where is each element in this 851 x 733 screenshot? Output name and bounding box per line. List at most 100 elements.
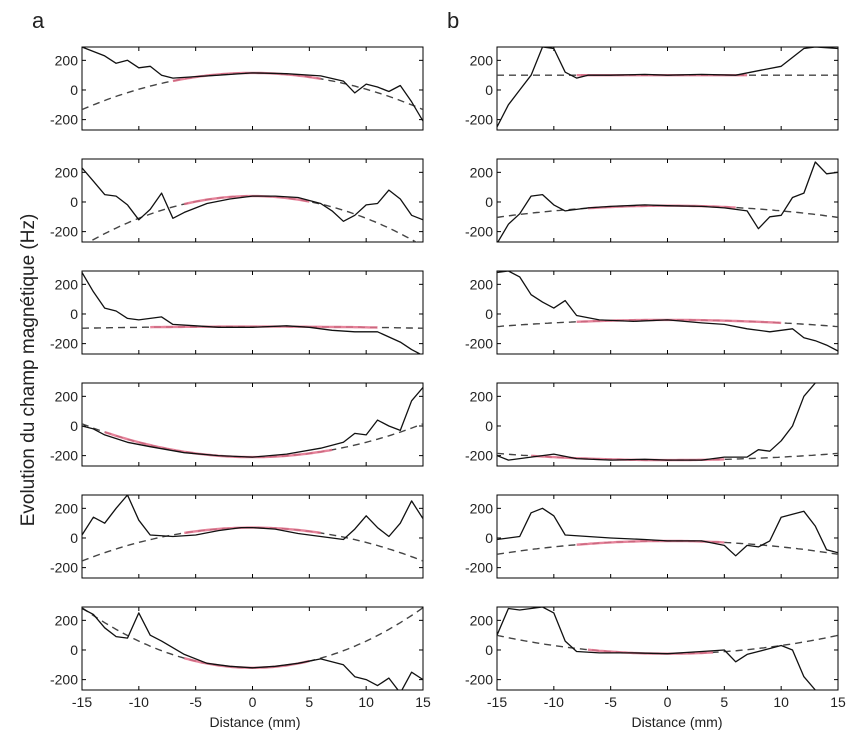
panel-a-6-ytick-label: 0 bbox=[70, 642, 78, 658]
panel-b-5-frame bbox=[496, 494, 839, 579]
panel-a-6-ytick-label: -200 bbox=[50, 672, 78, 688]
panel-b-6-xtick-label: -5 bbox=[604, 694, 617, 710]
panel-a-4: -200 0 200 bbox=[50, 382, 424, 467]
panel-a-1-measured-line bbox=[82, 47, 423, 122]
panel-a-4-measured-line bbox=[82, 386, 423, 458]
panel-a-2-plot-area bbox=[82, 167, 423, 242]
panel-b-6-xtick-label: 0 bbox=[664, 694, 672, 710]
panel-b-5-measured-line bbox=[497, 507, 838, 557]
panel-label-a: a bbox=[32, 8, 45, 33]
panel-b-6-frame bbox=[496, 606, 839, 691]
panel-b-6-xtick-label: 5 bbox=[720, 694, 728, 710]
panel-a-5-ytick-label: 200 bbox=[55, 500, 79, 516]
x-axis-title-a: Distance (mm) bbox=[209, 714, 300, 730]
panel-b-6-xtick-label: 10 bbox=[773, 694, 789, 710]
panel-a-6: -200 0 200 -15 -10 -5 0 5 10 15 bbox=[50, 606, 431, 710]
panel-a-1-ytick-label: 0 bbox=[70, 82, 78, 98]
panel-b-3-measured-line bbox=[497, 271, 838, 352]
panel-a-2: -200 0 200 bbox=[50, 158, 424, 243]
panel-a-6-ytick-label: 200 bbox=[55, 612, 79, 628]
panel-label-b: b bbox=[447, 8, 459, 33]
panel-a-4-frame bbox=[81, 382, 424, 467]
panel-b-1-measured-line bbox=[497, 47, 838, 128]
panel-a-6-xtick-label: 0 bbox=[249, 694, 257, 710]
panel-b-5-plot-area bbox=[497, 507, 838, 557]
panel-b-2-ytick-label: -200 bbox=[465, 224, 493, 240]
panel-b-3-ytick-label: -200 bbox=[465, 336, 493, 352]
panel-b-3-ytick-label: 0 bbox=[485, 306, 493, 322]
panel-a-6-xtick-label: -10 bbox=[129, 694, 149, 710]
panel-b-1-ytick-label: -200 bbox=[465, 112, 493, 128]
panel-a-6-xtick-label: 15 bbox=[415, 694, 431, 710]
panel-b-4-frame bbox=[496, 382, 839, 467]
panel-b-6-xtick-label: -10 bbox=[544, 694, 564, 710]
panel-b-2: -200 0 200 bbox=[465, 158, 839, 243]
panel-a-2-measured-line bbox=[82, 167, 423, 222]
panel-a-5-ytick-label: -200 bbox=[50, 560, 78, 576]
panel-a-2-fit-region bbox=[184, 194, 310, 206]
x-axis-title-b: Distance (mm) bbox=[631, 714, 722, 730]
panel-b-1-frame bbox=[496, 46, 839, 131]
panel-a-5: -200 0 200 bbox=[50, 494, 424, 579]
panel-b-3-frame bbox=[496, 270, 839, 355]
panel-a-6-xtick-label: 5 bbox=[305, 694, 313, 710]
panel-b-3-ytick-label: 200 bbox=[470, 276, 494, 292]
panel-a-3-ytick-label: -200 bbox=[50, 336, 78, 352]
panel-a-6-plot-area bbox=[82, 607, 423, 690]
panel-a-5-fit-line bbox=[82, 526, 423, 562]
panel-b-4-ytick-label: -200 bbox=[465, 448, 493, 464]
panel-a-2-frame bbox=[81, 158, 424, 243]
panel-a-2-ytick-label: -200 bbox=[50, 224, 78, 240]
panel-a-6-frame bbox=[81, 606, 424, 691]
panel-b-4: -200 0 200 bbox=[465, 382, 839, 467]
panel-b-2-ytick-label: 200 bbox=[470, 164, 494, 180]
panel-b-6-xtick-label: 15 bbox=[830, 694, 846, 710]
panel-a-1-fit-line bbox=[82, 72, 423, 111]
panel-b-5-ytick-label: 0 bbox=[485, 530, 493, 546]
panel-a-2-fit-line bbox=[87, 195, 418, 242]
panel-b-6-ytick-label: 200 bbox=[470, 612, 494, 628]
panel-b-3-plot-area bbox=[497, 271, 838, 352]
panel-b-5-fit-line bbox=[497, 540, 838, 555]
panel-a-6-measured-line bbox=[82, 607, 423, 690]
panel-b-6-fit-line bbox=[497, 634, 838, 655]
panel-a-1: -200 0 200 bbox=[50, 46, 424, 131]
panel-a-4-ytick-label: 200 bbox=[55, 388, 79, 404]
panel-b-4-measured-line bbox=[497, 383, 816, 461]
panel-b-6-ytick-label: -200 bbox=[465, 672, 493, 688]
panel-b-6-ytick-label: 0 bbox=[485, 642, 493, 658]
panel-a-1-ytick-label: -200 bbox=[50, 112, 78, 128]
panel-a-1-frame bbox=[81, 46, 424, 131]
panel-a-6-xtick-label: 10 bbox=[358, 694, 374, 710]
panel-b-6-xtick-label: -15 bbox=[487, 694, 507, 710]
panel-b-2-plot-area bbox=[497, 161, 838, 242]
panel-a-3-measured-line bbox=[82, 272, 422, 354]
panel-b-1-ytick-label: 0 bbox=[485, 82, 493, 98]
panel-b-2-measured-line bbox=[497, 161, 838, 242]
panel-a-4-ytick-label: 0 bbox=[70, 418, 78, 434]
panel-a-1-ytick-label: 200 bbox=[55, 52, 79, 68]
panel-a-3-ytick-label: 0 bbox=[70, 306, 78, 322]
panel-a-6-fit-line bbox=[82, 607, 423, 669]
panel-b-4-ytick-label: 200 bbox=[470, 388, 494, 404]
panel-b-5-ytick-label: -200 bbox=[465, 560, 493, 576]
panel-a-6-fit-region bbox=[184, 657, 310, 669]
panel-a-2-ytick-label: 0 bbox=[70, 194, 78, 210]
panel-a-5-plot-area bbox=[82, 495, 423, 562]
panel-a-3: -200 0 200 bbox=[50, 270, 424, 355]
panel-b-4-plot-area bbox=[497, 383, 838, 462]
panel-b-6-measured-line bbox=[497, 607, 816, 690]
panel-b-6: -200 0 200 -15 -10 -5 0 5 10 15 bbox=[465, 606, 846, 710]
panel-b-1: -200 0 200 bbox=[465, 46, 839, 131]
panel-b-6-plot-area bbox=[497, 607, 838, 690]
panel-b-5: -200 0 200 bbox=[465, 494, 839, 579]
panel-b-1-plot-area bbox=[497, 47, 838, 128]
panel-a-5-ytick-label: 0 bbox=[70, 530, 78, 546]
panel-a-4-ytick-label: -200 bbox=[50, 448, 78, 464]
panel-a-5-measured-line bbox=[82, 495, 423, 541]
panel-a-1-plot-area bbox=[82, 47, 423, 122]
panel-a-4-plot-area bbox=[82, 386, 423, 459]
panel-a-6-xtick-label: -5 bbox=[189, 694, 202, 710]
panel-a-2-ytick-label: 200 bbox=[55, 164, 79, 180]
